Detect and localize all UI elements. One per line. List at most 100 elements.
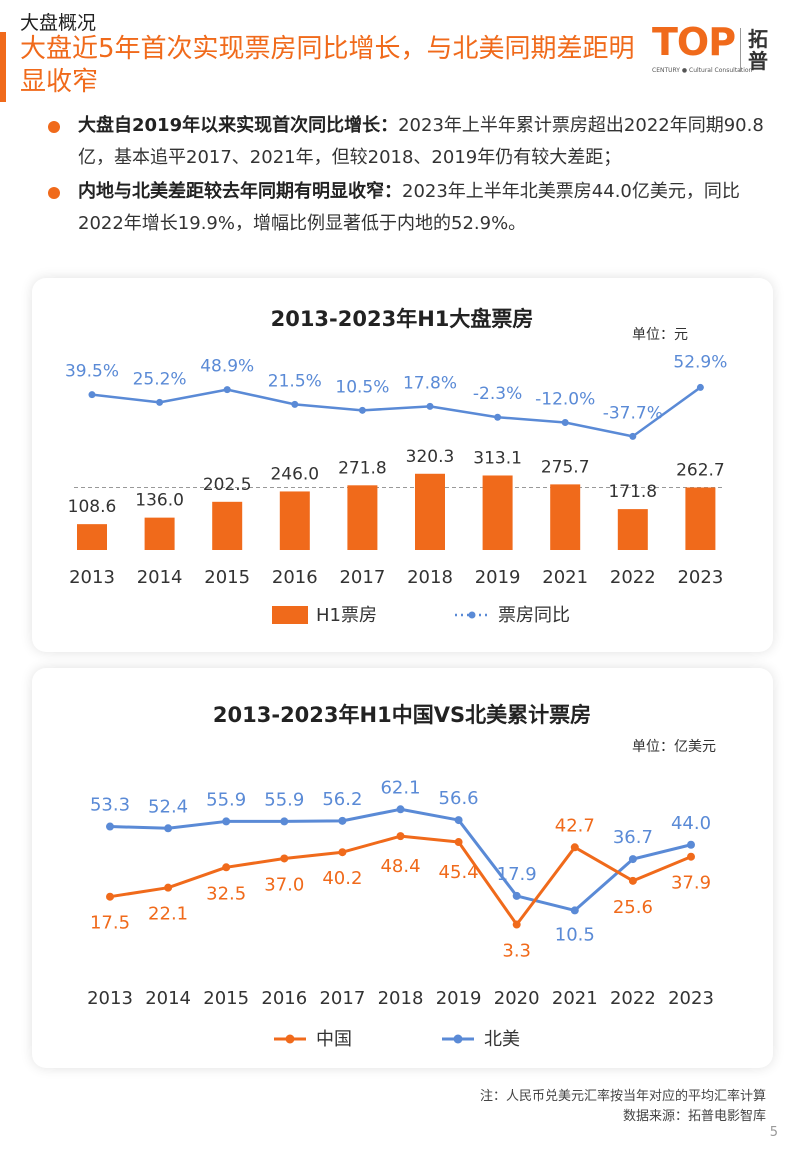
chart1-yoy-point [358, 406, 366, 414]
chart1-yoy-point [291, 400, 299, 408]
accent-bar [0, 32, 6, 102]
chart1-yoy-point [494, 413, 502, 421]
chart2-x-tick: 2018 [378, 988, 424, 1009]
chart2-china-point [106, 892, 114, 901]
chart2-unit: 单位：亿美元 [632, 739, 716, 755]
chart2-north-america-label: 62.1 [380, 777, 420, 798]
chart1-yoy-label: -37.7% [603, 403, 663, 423]
footnote-source: 数据来源：拓普电影智库 [622, 1109, 766, 1124]
chart2-north-america-point [396, 805, 405, 814]
chart1-bar-label: 202.5 [203, 475, 252, 495]
chart2-north-america-label: 53.3 [90, 795, 130, 816]
chart-card-box-office: 2013-2023年H1大盘票房 108.6 2013 136.0 2014 202.5 2… [32, 278, 773, 652]
chart1-bar [550, 484, 581, 550]
logo-cn-text: 拓普 [748, 27, 768, 73]
chart1-x-tick: 2015 [204, 567, 250, 588]
bullet-item: 大盘自2019年以来实现首次同比增长：2023年上半年累计票房超出2022年同期… [42, 110, 772, 174]
chart1-bar [279, 491, 310, 550]
chart-china-vs-na-svg: 2013-2023年H1中国VS北美累计票房 53.3 52.4 55.9 55.9 56… [87, 703, 714, 1050]
chart2-north-america-point [687, 840, 695, 849]
bullet-list: 大盘自2019年以来实现首次同比增长：2023年上半年累计票房超出2022年同期… [42, 110, 772, 240]
chart1-legend-bar-label: H1票房 [316, 605, 377, 626]
page-title: 大盘近5年首次实现票房同比增长，与北美同期差距明显收窄 [20, 34, 635, 97]
chart1-yoy-label: 52.9% [673, 352, 727, 372]
chart1-x-tick: 2014 [137, 567, 183, 588]
chart1-x-tick: 2023 [677, 567, 723, 588]
chart-card-china-vs-na: 2013-2023年H1中国VS北美累计票房 53.3 52.4 55.9 55.9 56… [32, 668, 773, 1068]
chart2-legend-na-label: 北美 [484, 1029, 520, 1050]
chart2-china-label: 3.3 [502, 941, 531, 962]
chart2-china-label: 37.9 [671, 873, 711, 894]
chart1-bar [212, 501, 243, 550]
bullet-text: 2023年上半年北美票房44.0亿美元，同比2022年增长19.9%，增幅比例显… [78, 181, 740, 234]
chart2-x-tick: 2016 [261, 988, 307, 1009]
chart2-china-point [454, 838, 463, 847]
chart2-china-point [280, 854, 289, 863]
chart1-bar-label: 136.0 [135, 491, 184, 511]
chart2-china-line [109, 834, 692, 927]
chart1-bar-label: 262.7 [676, 460, 725, 480]
chart2-north-america-point [454, 816, 463, 825]
chart1-yoy-point [426, 402, 434, 410]
chart1-bar [77, 524, 107, 550]
chart1-yoy-point [561, 418, 569, 426]
chart2-x-tick: 2014 [145, 988, 191, 1009]
chart1-legend-line-dot [468, 611, 476, 619]
chart2-x-tick: 2022 [610, 988, 656, 1009]
chart2-x-tick: 2015 [203, 988, 249, 1009]
chart1-unit: 单位：元 [632, 327, 688, 343]
chart2-legend-china-label: 中国 [316, 1029, 352, 1050]
chart2-x-tick: 2020 [494, 988, 540, 1009]
chart1-x-tick: 2021 [542, 567, 588, 588]
chart2-china-point [338, 848, 347, 857]
logo-top-text: TOP [652, 20, 736, 64]
chart2-x-tick: 2017 [319, 988, 365, 1009]
chart1-bar [144, 517, 175, 550]
chart1-yoy-line [91, 386, 702, 438]
chart1-bar [347, 485, 378, 550]
chart1-bar [685, 487, 716, 550]
logo-sub-text: CENTURY ● Cultural Consultation [652, 67, 753, 74]
chart1-bar-label: 171.8 [608, 482, 657, 502]
chart1-title: 2013-2023年H1大盘票房 [271, 307, 534, 331]
chart2-china-label: 25.6 [613, 897, 653, 918]
chart2-north-america-point [164, 824, 173, 833]
chart1-yoy-point [223, 386, 231, 394]
chart2-china-point [512, 920, 521, 929]
chart2-china-label: 42.7 [555, 815, 595, 836]
chart2-china-point [396, 832, 405, 841]
chart2-north-america-point [570, 906, 579, 915]
chart2-china-label: 37.0 [264, 874, 304, 895]
chart2-legend-na-dot [453, 1034, 463, 1044]
bullet-lead: 大盘自2019年以来实现首次同比增长： [78, 115, 399, 136]
chart2-china-point [570, 843, 579, 852]
chart2-china-point [628, 876, 637, 885]
chart2-x-tick: 2019 [436, 988, 482, 1009]
chart1-x-tick: 2018 [407, 567, 453, 588]
chart2-north-america-label: 56.6 [439, 788, 479, 809]
chart1-legend-bar-swatch [272, 606, 308, 624]
footnote-exchange: 注：人民币兑美元汇率按当年对应的平均汇率计算 [479, 1089, 766, 1104]
chart2-north-america-point [628, 855, 637, 864]
chart1-x-tick: 2017 [339, 567, 385, 588]
chart1-x-tick: 2013 [69, 567, 115, 588]
chart2-north-america-label: 55.9 [206, 789, 246, 810]
chart2-x-tick: 2021 [552, 988, 598, 1009]
chart1-yoy-label: 48.9% [200, 357, 254, 377]
chart2-china-point [222, 863, 231, 872]
chart2-china-label: 17.5 [90, 913, 130, 934]
chart2-china-label: 45.4 [439, 862, 479, 883]
chart1-yoy-label: 25.2% [133, 369, 187, 389]
bullet-lead: 内地与北美差距较去年同期有明显收窄： [78, 181, 402, 202]
page-number: 5 [769, 1125, 778, 1140]
chart2-china-label: 32.5 [206, 883, 246, 904]
chart1-yoy-point [629, 432, 637, 440]
chart2-china-label: 48.4 [380, 856, 420, 877]
chart1-x-tick: 2019 [475, 567, 521, 588]
chart2-north-america-label: 44.0 [671, 813, 711, 834]
chart1-bar-label: 246.0 [270, 464, 319, 484]
chart2-north-america-label: 17.9 [497, 864, 537, 885]
chart1-yoy-point [88, 391, 96, 399]
chart2-north-america-label: 36.7 [613, 827, 653, 848]
section-label: 大盘概况 [20, 12, 97, 34]
